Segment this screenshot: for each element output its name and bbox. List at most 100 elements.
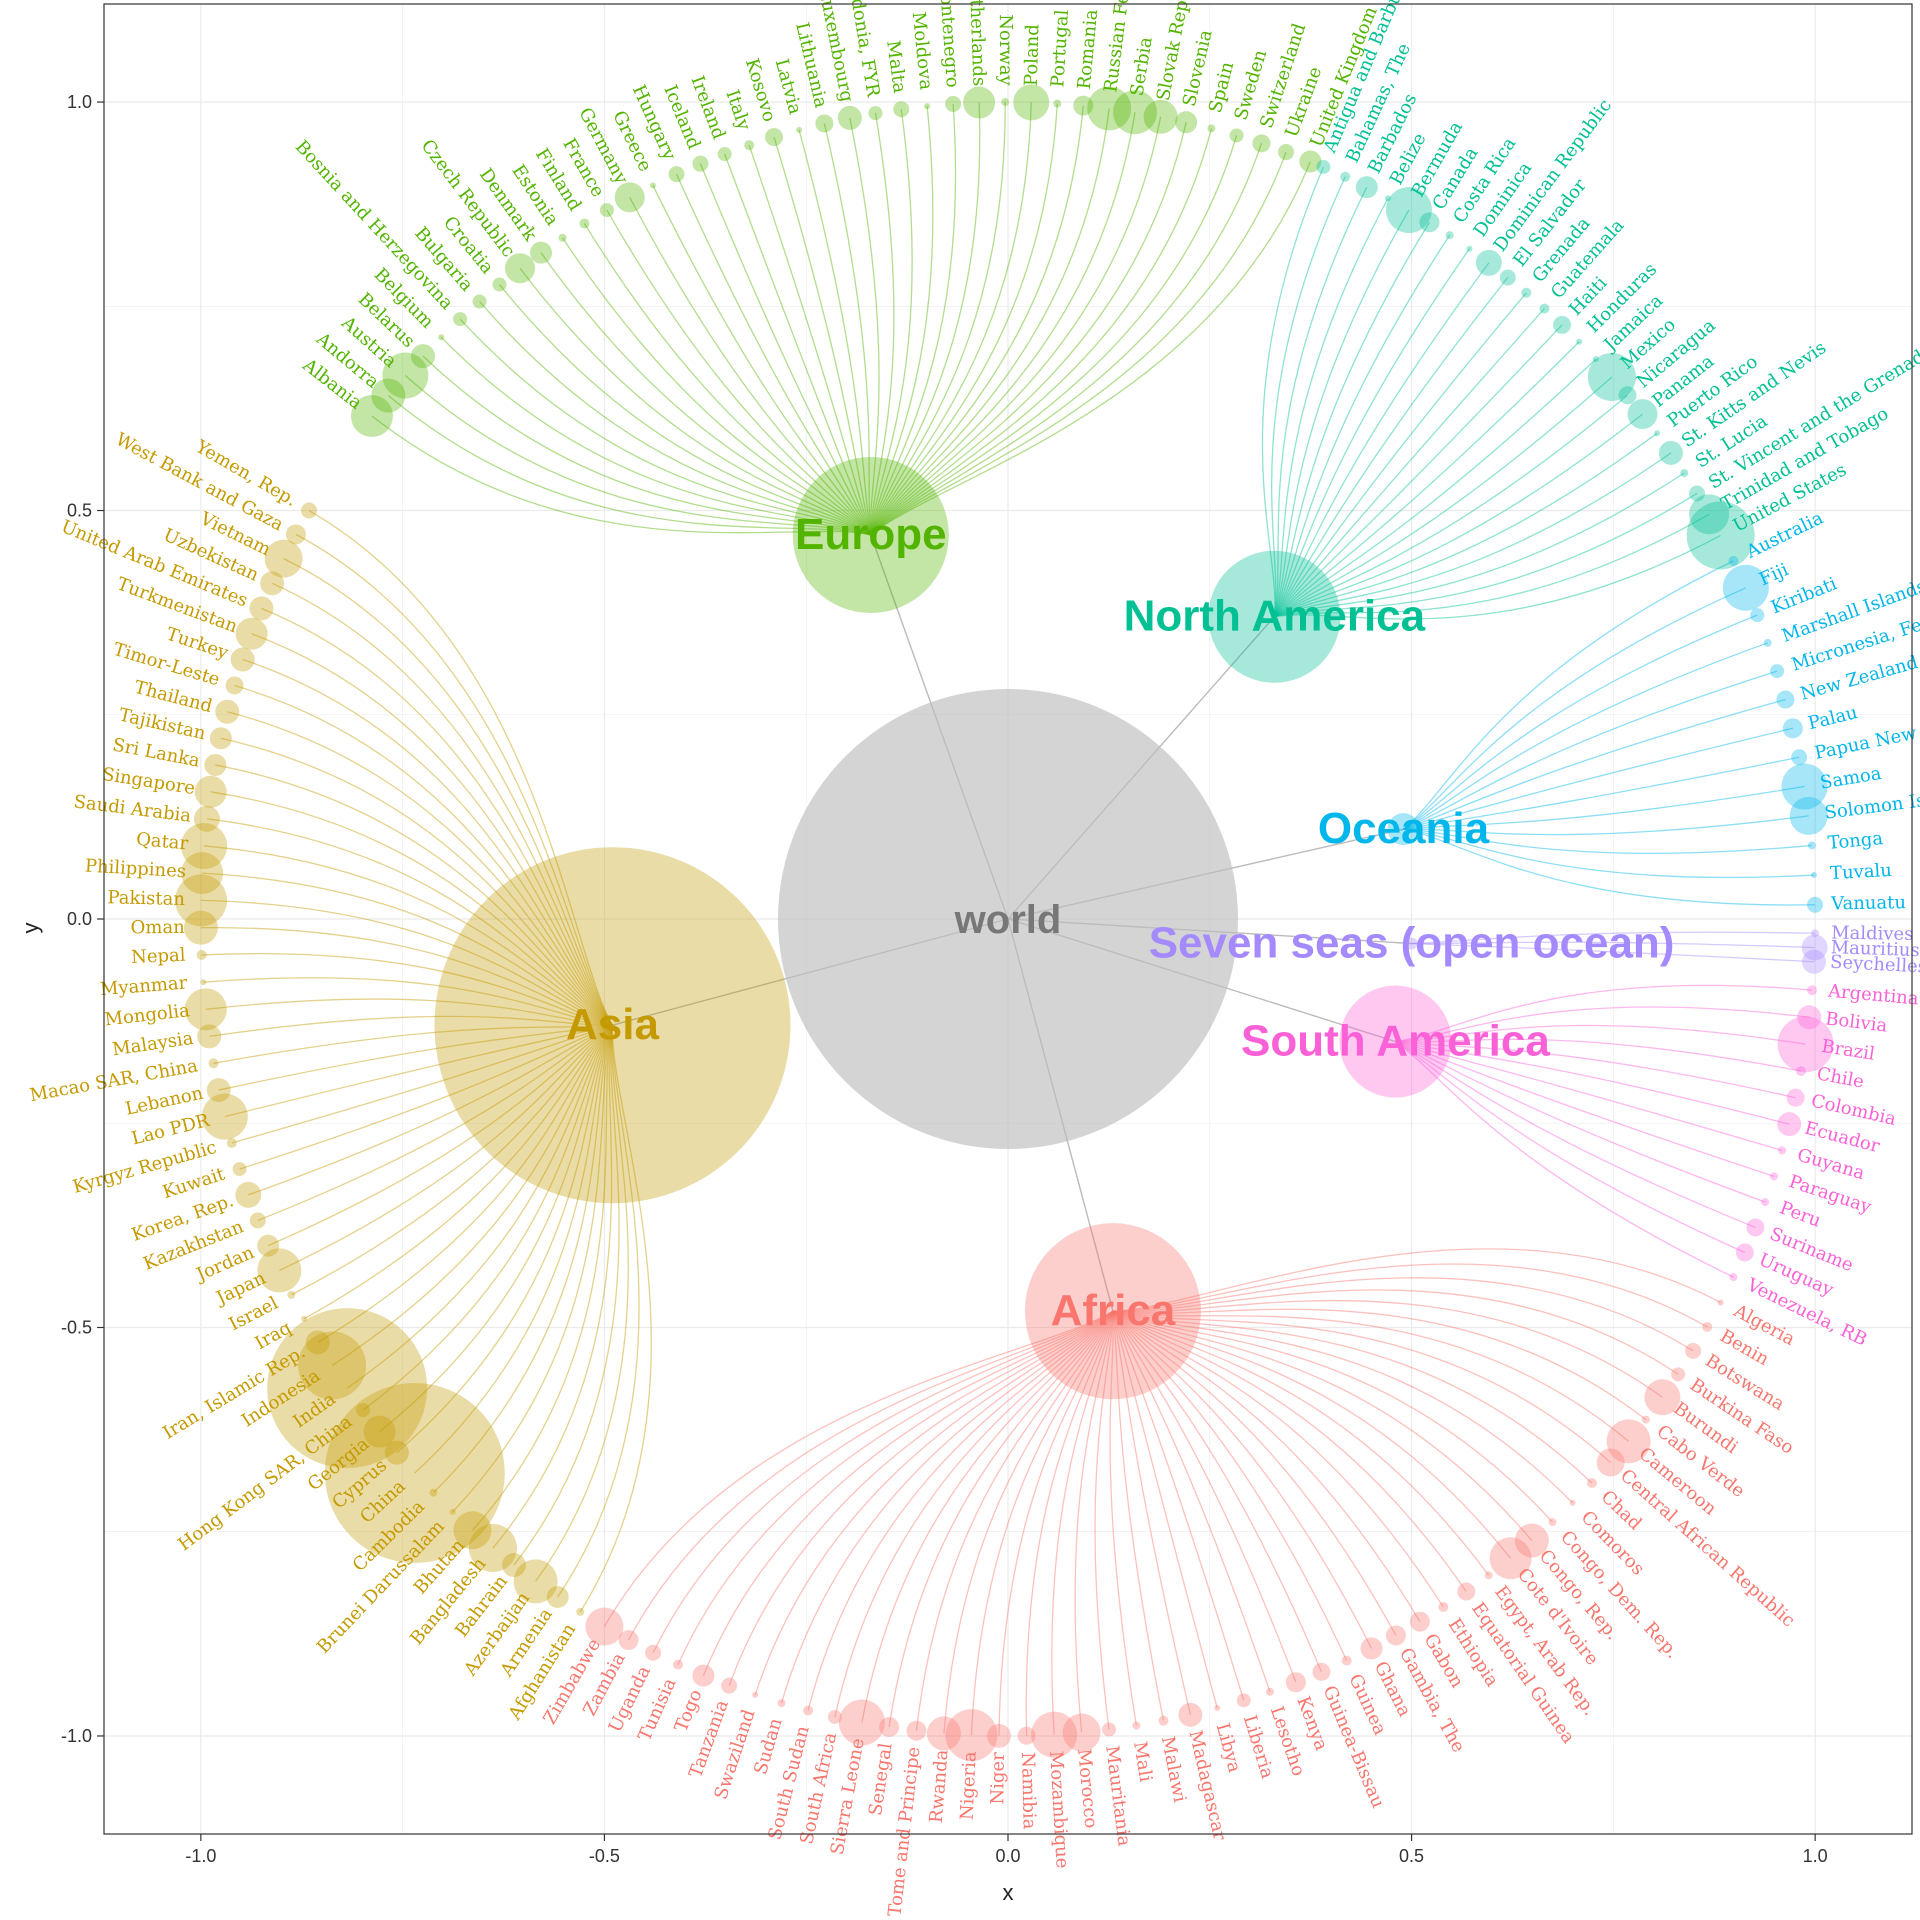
leaf-label: Seychelles [1830, 952, 1920, 978]
leaf-label: Namibia [1017, 1752, 1040, 1830]
edge-south-america [1395, 1040, 1756, 1229]
leaf-node [649, 182, 656, 189]
leaf-node [215, 699, 240, 724]
edge-oceania [1403, 614, 1758, 830]
leaf-node [1569, 1499, 1576, 1506]
leaf-node [963, 86, 996, 119]
leaf-node [1576, 338, 1583, 345]
leaf-node [1001, 98, 1010, 107]
edge-north-america [1271, 176, 1346, 617]
edge-asia [452, 1025, 614, 1513]
leaf-node [1299, 150, 1322, 173]
leaf-node [1285, 1672, 1306, 1693]
edge-oceania [1403, 785, 1805, 830]
edge-asia [203, 977, 613, 1026]
leaf-node [1717, 1299, 1724, 1306]
edge-africa [728, 1310, 1114, 1686]
edge-africa [1109, 1311, 1137, 1726]
edge-asia [303, 1024, 613, 1320]
edge-north-america [1273, 358, 1597, 618]
leaf-node [1781, 763, 1828, 810]
edge-africa [1112, 1310, 1271, 1692]
edge-asia [317, 1024, 613, 1343]
leaf-node [230, 647, 255, 672]
leaf-node [945, 1709, 998, 1762]
edge-oceania [1403, 727, 1793, 830]
edge-asia [331, 1024, 614, 1367]
leaf-node [530, 241, 553, 264]
leaf-node [1062, 1713, 1101, 1752]
leaf-node [1360, 1637, 1383, 1660]
leaf-node [585, 1607, 624, 1646]
edge-africa [1112, 1311, 1192, 1715]
leaf-label: Tuvalu [1830, 860, 1893, 884]
leaf-node [868, 106, 883, 121]
edge-asia [239, 1024, 613, 1170]
leaf-node [1689, 494, 1730, 535]
leaf-node [472, 294, 487, 309]
edge-europe [870, 109, 913, 536]
edge-seven-seas-open-ocean- [1411, 941, 1815, 949]
leaf-node [1786, 1088, 1805, 1107]
x-tick-label: -1.0 [185, 1846, 216, 1866]
edge-africa [1112, 1299, 1663, 1398]
edge-europe [870, 151, 1287, 536]
edge-south-america [1395, 1040, 1783, 1152]
leaf-node [201, 1093, 248, 1140]
leaf-node [1810, 872, 1817, 879]
leaf-node [1341, 1655, 1352, 1666]
leaf-node [1475, 249, 1502, 276]
edge-north-america [1274, 492, 1698, 618]
edge-europe [699, 163, 872, 536]
leaf-node [453, 1511, 492, 1550]
leaf-node [1236, 1693, 1251, 1708]
leaf-node [249, 1212, 266, 1229]
leaf-node [206, 1078, 231, 1103]
leaf-label: Niger [987, 1752, 1009, 1805]
leaf-label: Norway [995, 14, 1016, 86]
edge-europe [371, 415, 871, 536]
edge-north-america [1273, 292, 1527, 618]
edge-africa [677, 1310, 1114, 1665]
edge-africa [1112, 1310, 1490, 1576]
leaf-node [209, 727, 232, 750]
leaf-node [175, 874, 228, 927]
edge-africa [1112, 1310, 1421, 1622]
group-label-south-america: South America [1241, 1017, 1550, 1066]
leaf-node [765, 128, 784, 147]
edge-africa [834, 1310, 1114, 1718]
edge-south-america [1395, 1041, 1734, 1278]
leaf-node [324, 1382, 505, 1563]
leaf-node [1658, 440, 1683, 465]
leaf-node [945, 95, 962, 112]
leaf-node [438, 334, 445, 341]
leaf-node [1553, 315, 1572, 334]
leaf-node [225, 676, 244, 695]
leaf-node [1175, 111, 1198, 134]
leaf-node [796, 126, 803, 133]
leaf-node [350, 395, 393, 438]
edge-europe [540, 252, 872, 536]
edge-asia [492, 1025, 614, 1549]
leaf-node [1265, 1687, 1274, 1696]
leaf-node [692, 1664, 715, 1687]
leaf-node [1340, 171, 1351, 182]
group-label-europe: Europe [795, 510, 947, 559]
edge-europe [724, 153, 872, 536]
edge-africa [1051, 1311, 1114, 1735]
edge-north-america [1273, 341, 1580, 618]
edge-europe [519, 267, 872, 536]
leaf-node [1587, 352, 1636, 401]
edge-africa [861, 1310, 1114, 1723]
leaf-node [1729, 1273, 1738, 1282]
leaf-node [184, 988, 227, 1031]
edge-asia [279, 1024, 613, 1272]
edge-asia [535, 1025, 629, 1582]
edge-africa [888, 1310, 1114, 1728]
edge-asia [209, 1015, 613, 1038]
edge-europe [583, 223, 872, 536]
leaf-node [1112, 90, 1157, 135]
leaf-node [257, 1234, 280, 1257]
edge-asia [257, 1024, 613, 1222]
edge-asia [283, 558, 614, 1026]
